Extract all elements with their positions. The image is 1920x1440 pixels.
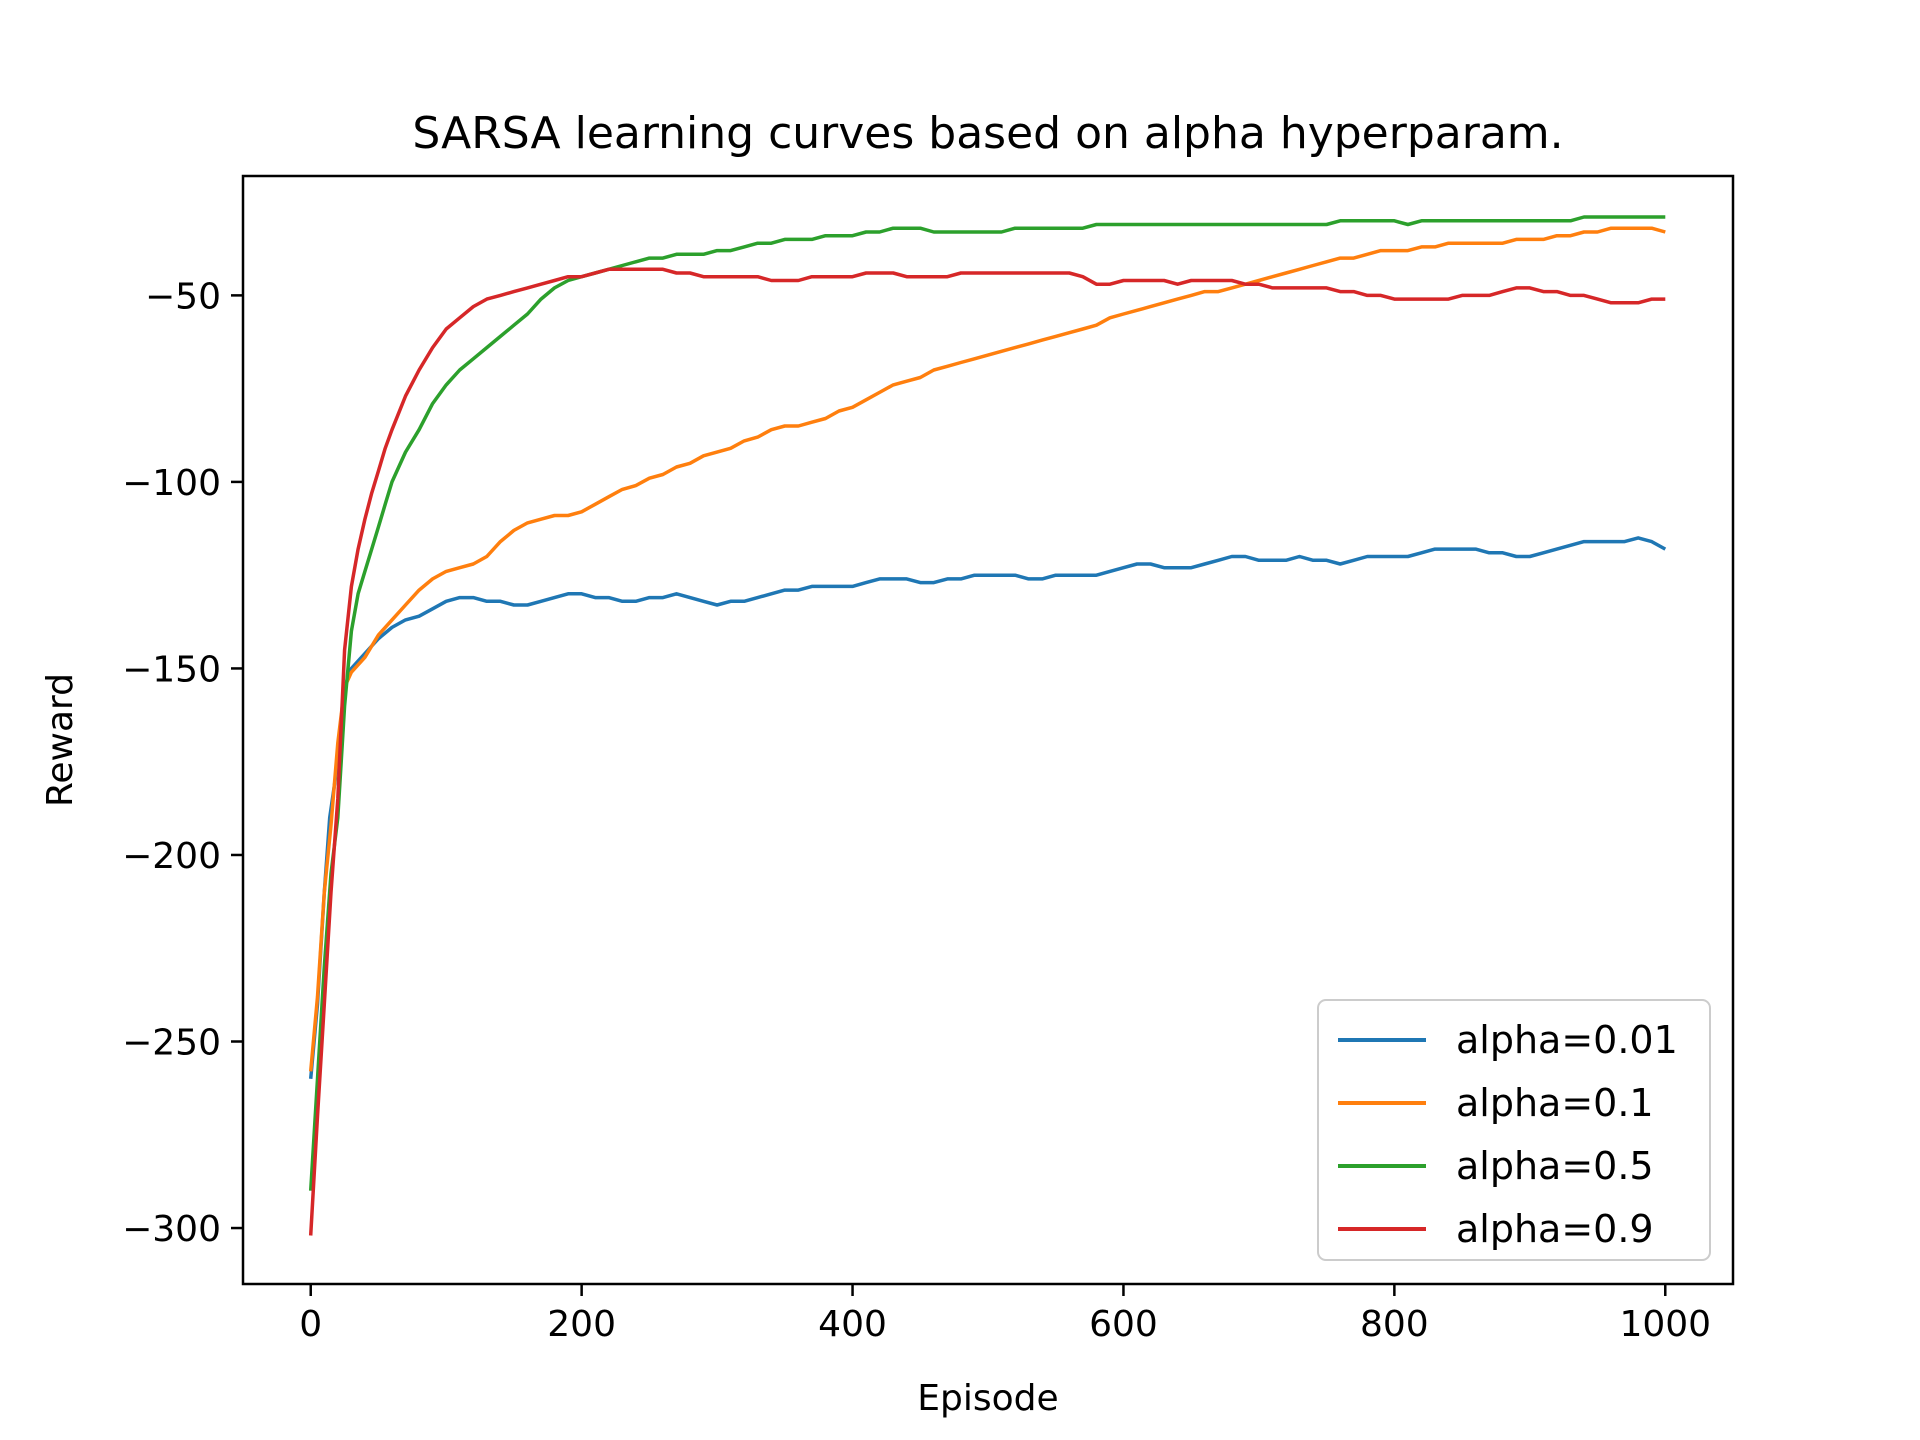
- legend-box: [1317, 999, 1711, 1261]
- x-tick-label: 200: [547, 1304, 616, 1345]
- x-tick-label: 800: [1360, 1304, 1429, 1345]
- x-tick-label: 1000: [1619, 1304, 1711, 1345]
- x-tick-label: 0: [299, 1304, 322, 1345]
- x-tick-label: 600: [1089, 1304, 1158, 1345]
- plot-frame: [241, 174, 1735, 1286]
- y-axis-label: Reward: [40, 673, 81, 807]
- x-axis-label: Episode: [917, 1378, 1058, 1419]
- x-axis-ticks: 0 200 400 600 800 1000: [299, 1284, 1711, 1345]
- series-line-1: [308, 536, 1667, 1079]
- series-layer: [308, 215, 1667, 1236]
- y-axis-ticks: −50 −100 −150 −200 −250 −300: [122, 276, 243, 1250]
- y-tick-label: −50: [145, 276, 221, 317]
- legend-label-1: alpha=0.01: [1456, 1018, 1678, 1062]
- y-tick-label: −100: [122, 463, 221, 504]
- y-tick-label: −300: [122, 1209, 221, 1250]
- legend-items: alpha=0.01 alpha=0.1 alpha=0.5 alpha=0.9: [1338, 1018, 1678, 1251]
- series-line-2: [308, 226, 1666, 1072]
- y-tick-label: −200: [122, 836, 221, 877]
- legend-label-3: alpha=0.5: [1456, 1144, 1654, 1188]
- series-line-4: [308, 267, 1666, 1236]
- x-tick-label: 400: [818, 1304, 887, 1345]
- y-tick-label: −250: [122, 1023, 221, 1064]
- chart-title: SARSA learning curves based on alpha hyp…: [412, 108, 1563, 159]
- legend-label-2: alpha=0.1: [1456, 1081, 1654, 1125]
- legend: alpha=0.01 alpha=0.1 alpha=0.5 alpha=0.9: [1317, 999, 1711, 1261]
- y-tick-label: −150: [122, 649, 221, 690]
- series-line-3: [308, 215, 1666, 1191]
- legend-label-4: alpha=0.9: [1456, 1207, 1654, 1251]
